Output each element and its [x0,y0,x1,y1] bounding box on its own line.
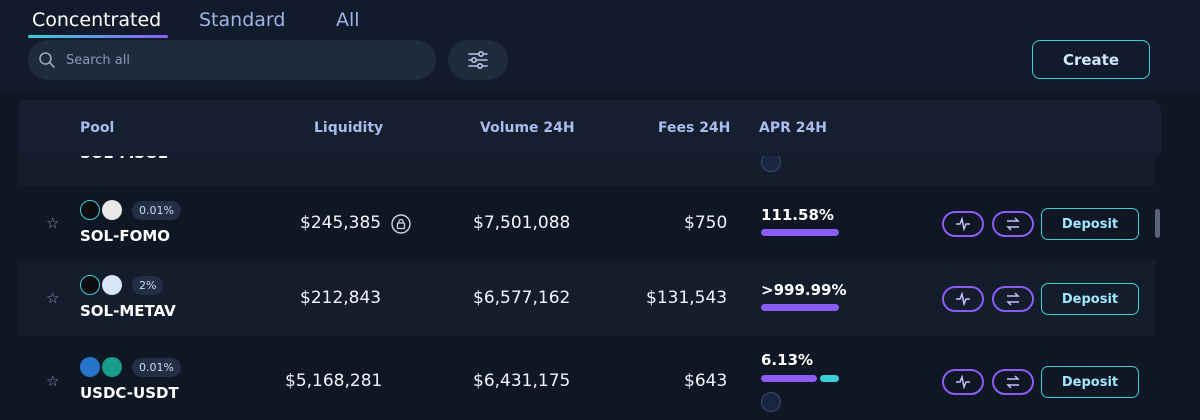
scrollbar-thumb[interactable] [1155,209,1160,238]
chart-button[interactable] [942,286,984,312]
apr-value: 111.58% [761,206,834,224]
favorite-star-icon[interactable]: ☆ [46,372,60,390]
sol-token-icon [80,275,100,295]
column-header-apr[interactable]: APR 24H [759,120,827,136]
chart-button[interactable] [942,369,984,395]
tab-all[interactable]: All [336,9,360,31]
deposit-button[interactable]: Deposit [1041,208,1139,240]
deposit-button[interactable]: Deposit [1041,283,1139,315]
active-tab-indicator [28,35,168,38]
table-row[interactable]: ☆ 0.01% SOL-FOMO $245,385 $7,501,088 $75… [18,186,1155,261]
swap-arrows-icon [1006,217,1020,231]
swap-button[interactable] [992,211,1034,237]
fee-tier-badge: 0.01% [132,358,181,377]
search-box [28,40,436,80]
liquidity-value: $5,168,281 [285,371,383,391]
pool-name: SOL-FOMO [80,227,171,245]
tab-standard[interactable]: Standard [199,9,286,31]
fomo-token-icon [102,200,122,220]
column-header-fees[interactable]: Fees 24H [658,120,731,136]
table-row[interactable]: ☆ 0.01% USDC-USDT $5,168,281 $6,431,175 … [18,336,1155,420]
swap-arrows-icon [1006,375,1020,389]
column-header-liquidity[interactable]: Liquidity [314,120,384,136]
sol-token-icon [80,200,100,220]
swap-arrows-icon [1006,292,1020,306]
usdc-token-icon [80,357,100,377]
apr-value: >999.99% [761,281,847,299]
tab-concentrated[interactable]: Concentrated [32,9,162,31]
metav-token-icon [102,275,122,295]
apr-bar [761,304,839,311]
fees-value: $643 [684,371,728,391]
column-header-volume[interactable]: Volume 24H [480,120,575,136]
table-header: Pool Liquidity Volume 24H Fees 24H APR 2… [18,100,1161,156]
apr-value: 6.13% [761,351,814,369]
pulse-chart-icon [956,292,970,306]
swap-button[interactable] [992,369,1034,395]
usdt-token-icon [102,357,122,377]
favorite-star-icon[interactable]: ☆ [46,214,60,232]
sliders-icon [468,50,488,70]
create-button[interactable]: Create [1032,40,1150,79]
lock-icon [391,214,411,234]
pulse-chart-icon [956,217,970,231]
search-input[interactable] [66,40,426,80]
fees-value: $750 [684,213,728,233]
pulse-chart-icon [956,375,970,389]
swap-button[interactable] [992,286,1034,312]
apr-bar [761,229,839,236]
search-icon [39,52,55,68]
filter-button[interactable] [448,40,508,80]
apr-bar-segment-1 [761,375,817,382]
liquidity-value: $212,843 [300,288,382,308]
fees-value: $131,543 [646,288,728,308]
pool-name: SOL-METAV [80,302,176,320]
favorite-star-icon[interactable]: ☆ [46,289,60,307]
volume-value: $7,501,088 [473,213,571,233]
liquidity-value: $245,385 [300,213,382,233]
chart-button[interactable] [942,211,984,237]
fee-tier-badge: 2% [132,276,164,295]
reward-token-icon [761,392,781,412]
table-row[interactable]: ☆ 2% SOL-METAV $212,843 $6,577,162 $131,… [18,261,1155,336]
pool-name: USDC-USDT [80,384,179,402]
volume-value: $6,431,175 [473,371,571,391]
fee-tier-badge: 0.01% [132,201,181,220]
apr-bar-segment-2 [820,375,839,382]
volume-value: $6,577,162 [473,288,571,308]
deposit-button[interactable]: Deposit [1041,366,1139,398]
column-header-pool[interactable]: Pool [80,120,115,136]
